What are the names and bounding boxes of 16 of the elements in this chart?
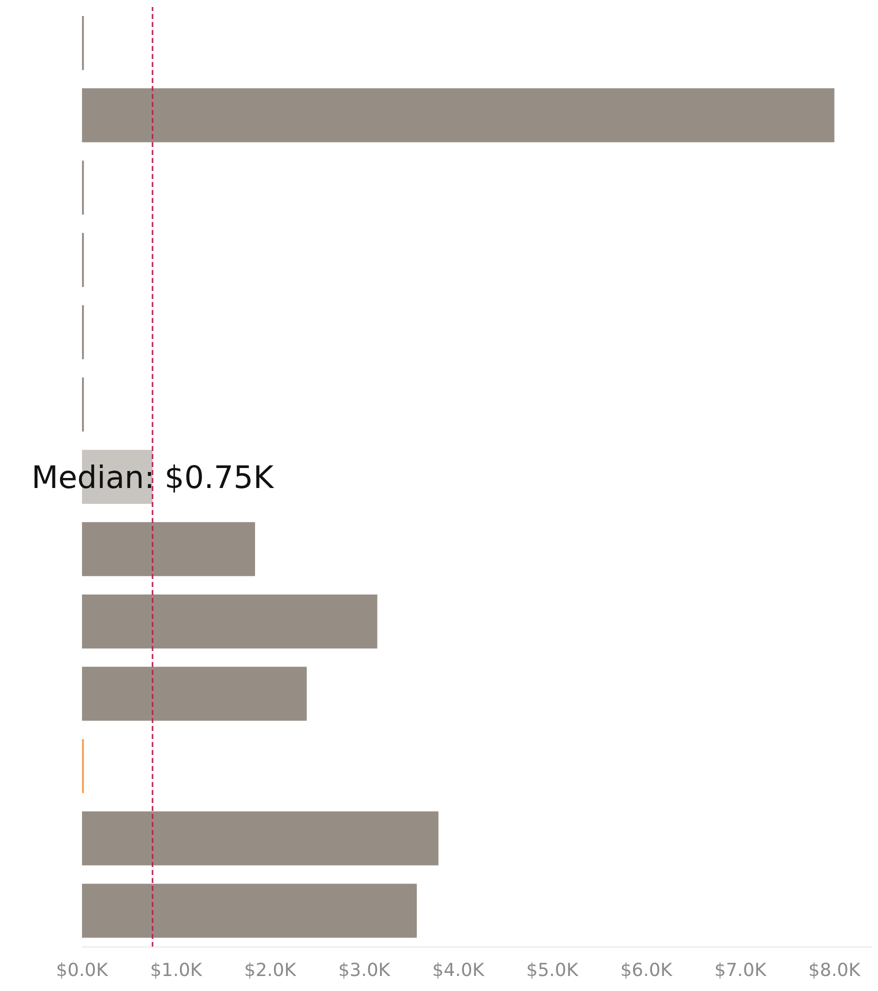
x-tick-label: $7.0K bbox=[714, 960, 768, 981]
ref-line-label: Median: $0.75K bbox=[31, 460, 274, 496]
bar bbox=[82, 811, 438, 866]
bar bbox=[82, 594, 378, 648]
x-tick-label: $8.0K bbox=[808, 960, 862, 981]
bar bbox=[82, 884, 417, 938]
bar bbox=[82, 666, 307, 721]
x-tick-label: $5.0K bbox=[526, 960, 580, 981]
x-tick-label: $3.0K bbox=[338, 960, 392, 981]
x-tick-label: $1.0K bbox=[150, 960, 204, 981]
bar bbox=[82, 522, 256, 576]
bar bbox=[82, 88, 834, 142]
x-tick-label: $4.0K bbox=[432, 960, 486, 981]
x-tick-label: $6.0K bbox=[620, 960, 674, 981]
x-tick-label: $2.0K bbox=[244, 960, 298, 981]
x-tick-label: $0.0K bbox=[56, 960, 110, 981]
